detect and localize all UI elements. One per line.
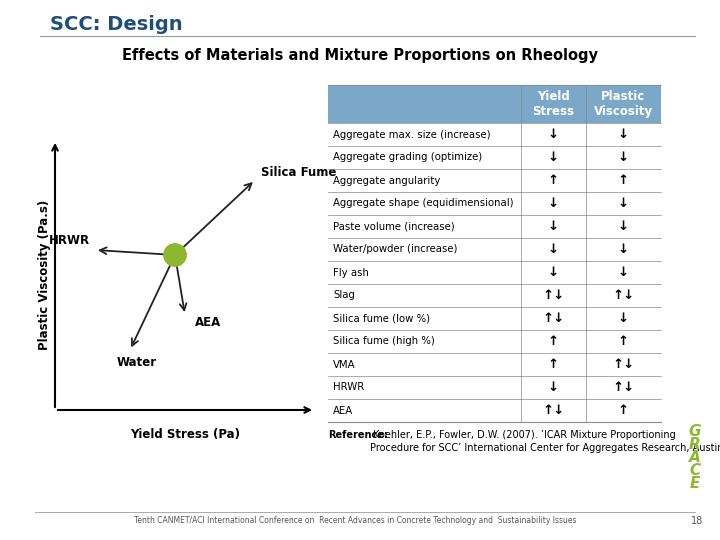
Bar [328,146,661,169]
Text: ↑↓: ↑↓ [613,381,634,394]
Text: ↑: ↑ [548,335,559,348]
Bar [328,284,661,307]
Text: Water: Water [117,355,157,368]
Bar [328,399,661,422]
Text: ↑: ↑ [618,174,629,187]
Bar [328,330,661,353]
Bar [328,353,661,376]
Text: ↓: ↓ [618,151,629,164]
Text: Paste volume (increase): Paste volume (increase) [333,221,455,232]
Bar [328,169,661,192]
Bar [328,215,661,238]
Text: E: E [690,476,700,491]
Text: Yield
Stress: Yield Stress [533,90,575,118]
Text: ↑: ↑ [618,404,629,417]
Text: Silica Fume: Silica Fume [261,166,336,179]
Bar [328,238,661,261]
Text: SCC: Design: SCC: Design [50,15,183,34]
Text: ↑: ↑ [548,358,559,371]
Circle shape [164,244,186,266]
Text: Tenth CANMET/ACI International Conference on  Recent Advances in Concrete Techno: Tenth CANMET/ACI International Conferenc… [134,516,576,525]
Text: Koehler, E.P., Fowler, D.W. (2007). ’ICAR Mixture Proportioning
Procedure for SC: Koehler, E.P., Fowler, D.W. (2007). ’ICA… [370,430,720,453]
Text: Plastic
Viscosity: Plastic Viscosity [594,90,653,118]
Text: ↑↓: ↑↓ [613,289,634,302]
Text: ↓: ↓ [618,197,629,210]
Text: Reference:: Reference: [328,430,388,440]
Text: ↑: ↑ [618,335,629,348]
Text: AEA: AEA [333,406,353,415]
Text: ↓: ↓ [618,312,629,325]
Text: ↓: ↓ [548,381,559,394]
Text: R: R [689,437,701,452]
Circle shape [164,244,186,266]
Text: Water/powder (increase): Water/powder (increase) [333,245,457,254]
Text: ↓: ↓ [548,151,559,164]
Text: G: G [689,424,701,439]
Text: ↓: ↓ [548,128,559,141]
Bar [328,192,661,215]
Text: 18: 18 [690,516,703,526]
Text: ↓: ↓ [548,197,559,210]
Text: AEA: AEA [195,316,221,329]
Text: HRWR: HRWR [333,382,364,393]
Text: ↓: ↓ [618,243,629,256]
Text: ↓: ↓ [618,266,629,279]
Text: C: C [689,463,701,478]
Text: ↑↓: ↑↓ [542,312,564,325]
Text: Plastic Viscosity (Pa.s): Plastic Viscosity (Pa.s) [38,200,52,350]
Text: ↓: ↓ [548,243,559,256]
Text: ↑↓: ↑↓ [542,289,564,302]
Text: Aggregate max. size (increase): Aggregate max. size (increase) [333,130,490,139]
Text: Yield Stress (Pa): Yield Stress (Pa) [130,428,240,441]
Text: A: A [689,450,701,465]
Text: ↑↓: ↑↓ [542,404,564,417]
Text: Fly ash: Fly ash [333,267,369,278]
Text: VMA: VMA [333,360,356,369]
Text: ↓: ↓ [618,128,629,141]
Text: ↓: ↓ [548,266,559,279]
Text: Silica fume (low %): Silica fume (low %) [333,314,430,323]
Text: Effects of Materials and Mixture Proportions on Rheology: Effects of Materials and Mixture Proport… [122,48,598,63]
Text: ↓: ↓ [618,220,629,233]
Text: ↑↓: ↑↓ [613,358,634,371]
Bar [328,85,661,123]
Text: ↓: ↓ [548,220,559,233]
Text: Silica fume (high %): Silica fume (high %) [333,336,435,347]
Text: HRWR: HRWR [49,234,90,247]
Text: Aggregate grading (optimize): Aggregate grading (optimize) [333,152,482,163]
Bar [328,307,661,330]
Text: ↑: ↑ [548,174,559,187]
Text: Slag: Slag [333,291,355,300]
Text: Aggregate angularity: Aggregate angularity [333,176,441,186]
Text: Aggregate shape (equidimensional): Aggregate shape (equidimensional) [333,199,513,208]
Bar [328,376,661,399]
Bar [328,123,661,146]
Bar [328,261,661,284]
